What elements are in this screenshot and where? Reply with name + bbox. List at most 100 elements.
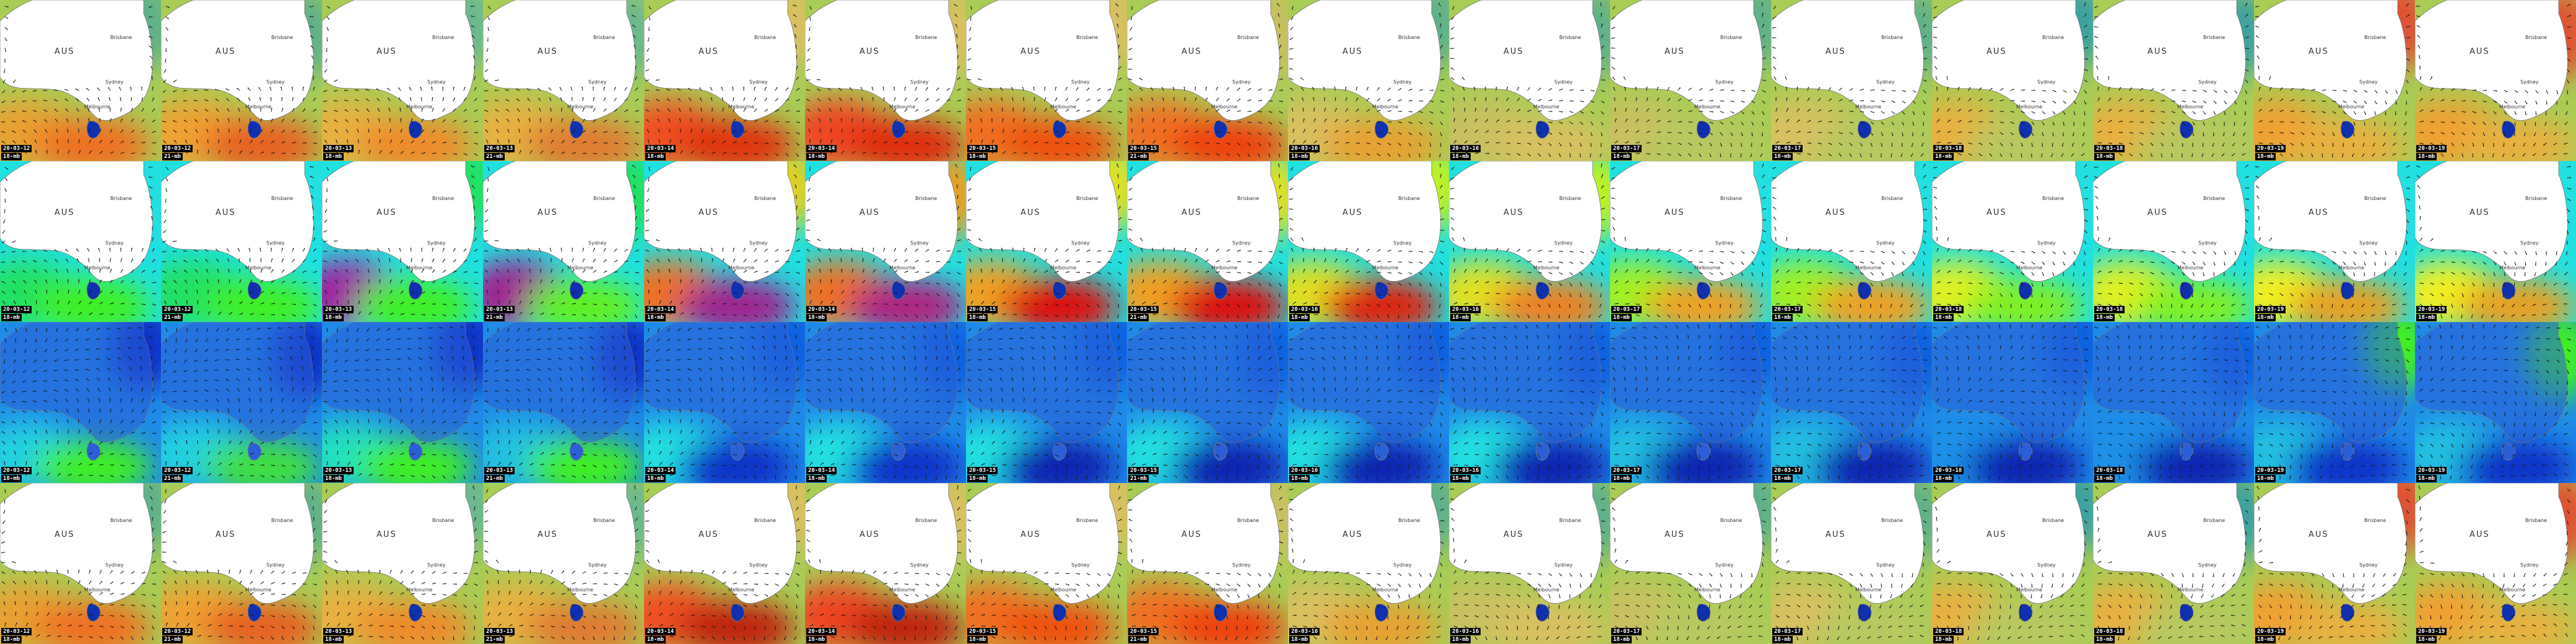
frame-date-label: 20-03-14 <box>645 306 676 313</box>
map-canvas <box>1449 483 1610 644</box>
tasmania-landmass <box>2019 443 2033 461</box>
map-label-city-south: Melbourne <box>2499 265 2525 271</box>
frame-date-label: 20-03-17 <box>1611 306 1642 313</box>
map-label-country: AUS <box>2147 47 2168 56</box>
tasmania-landmass <box>1536 443 1550 461</box>
direction-arrows <box>1611 487 1766 640</box>
direction-arrows <box>1289 486 1444 640</box>
frame-date-label: 20-03-12 <box>1 467 32 474</box>
frame-date-label: 20-03-18 <box>1933 628 1964 635</box>
map-canvas <box>805 322 966 483</box>
tasmania-landmass <box>2502 443 2516 461</box>
frame-date-label: 20-03-16 <box>1289 628 1320 635</box>
map-label-country: AUS <box>698 530 719 539</box>
map-label-country: AUS <box>1342 530 1363 539</box>
direction-arrows <box>1450 2 1605 157</box>
map-canvas <box>644 322 805 483</box>
australia-landmass <box>644 322 798 443</box>
map-label-country: AUS <box>215 208 236 217</box>
map-label-country: AUS <box>1825 530 1846 539</box>
map-label-city-north: Brisbane <box>1237 196 1259 201</box>
direction-arrows <box>323 165 478 318</box>
tasmania-landmass <box>1858 282 1872 300</box>
direction-arrows <box>162 326 317 479</box>
map-label-city-east: Sydney <box>2037 240 2056 246</box>
map-label-city-north: Brisbane <box>1720 196 1742 201</box>
direction-arrows <box>1933 324 2088 479</box>
map-label-country: AUS <box>1020 530 1041 539</box>
map-canvas <box>1932 0 2093 161</box>
frame-date-label: 20-03-14 <box>645 467 676 474</box>
direction-arrows <box>645 485 800 640</box>
frame-time-label: 18-mb <box>967 153 988 160</box>
map-canvas <box>1449 0 1610 161</box>
map-tile-swell-height: AUS Brisbane Sydney Melbourne 20-03-14 18-mb <box>644 483 805 644</box>
map-label-city-north: Brisbane <box>1237 518 1259 523</box>
frame-time-label: 18-mb <box>1772 314 1793 321</box>
map-tile-wave-period: AUS Brisbane Sydney Melbourne 20-03-16 18-mb <box>1288 161 1449 322</box>
tasmania-landmass <box>1697 121 1711 139</box>
map-canvas <box>1771 161 1932 322</box>
map-tile-swell-height: AUS Brisbane Sydney Melbourne 20-03-15 21-mb <box>1127 483 1288 644</box>
map-tile-wind-speed: 20-03-17 18-mb <box>1610 322 1771 483</box>
direction-arrows <box>1128 324 1283 479</box>
australia-landmass <box>1127 0 1280 121</box>
map-tile-swell-height: AUS Brisbane Sydney Melbourne 20-03-12 21-mb <box>161 483 322 644</box>
map-canvas <box>966 161 1127 322</box>
frame-date-label: 20-03-15 <box>1128 306 1159 313</box>
direction-arrows <box>806 164 961 318</box>
direction-arrows <box>1611 2 1766 157</box>
frame-time-label: 18-mb <box>1 314 22 321</box>
australia-landmass <box>161 322 315 443</box>
map-canvas <box>805 0 966 161</box>
direction-arrows <box>2416 165 2571 318</box>
map-canvas <box>1288 483 1449 644</box>
map-label-city-east: Sydney <box>2520 562 2539 568</box>
map-label-city-north: Brisbane <box>271 518 293 523</box>
map-label-country: AUS <box>1342 208 1363 217</box>
map-label-city-south: Melbourne <box>2338 104 2364 110</box>
australia-landmass <box>2254 0 2407 121</box>
map-label-city-south: Melbourne <box>2338 265 2364 271</box>
tasmania-landmass <box>1697 604 1711 622</box>
frame-date-label: 20-03-15 <box>967 145 998 152</box>
map-tile-wind-speed: 20-03-12 21-mb <box>161 322 322 483</box>
map-canvas <box>1288 0 1449 161</box>
map-tile-wind-speed: 20-03-18 18-mb <box>1932 322 2093 483</box>
map-label-city-east: Sydney <box>1876 562 1895 568</box>
map-label-city-east: Sydney <box>910 562 929 568</box>
map-tile-wave-period: AUS Brisbane Sydney Melbourne 20-03-17 18-mb <box>1771 161 1932 322</box>
map-label-city-east: Sydney <box>1554 240 1573 246</box>
direction-arrows <box>1933 487 2088 640</box>
frame-time-label: 21-mb <box>1128 314 1149 321</box>
frame-date-label: 20-03-12 <box>162 306 193 313</box>
map-label-city-north: Brisbane <box>1076 35 1098 40</box>
frame-time-label: 18-mb <box>1611 153 1632 160</box>
map-label-city-south: Melbourne <box>1694 587 1720 593</box>
direction-arrows <box>1772 2 1927 157</box>
frame-time-label: 18-mb <box>1450 475 1471 482</box>
map-label-city-north: Brisbane <box>2364 35 2386 40</box>
map-label-country: AUS <box>859 530 880 539</box>
map-label-city-north: Brisbane <box>1720 518 1742 523</box>
map-tile-wave-height: AUS Brisbane Sydney Melbourne 20-03-16 18-mb <box>1288 0 1449 161</box>
frame-time-label: 18-mb <box>1450 636 1471 643</box>
map-label-country: AUS <box>54 530 75 539</box>
frame-time-label: 21-mb <box>1128 636 1149 643</box>
direction-arrows <box>645 164 800 318</box>
map-tile-wave-height: AUS Brisbane Sydney Melbourne 20-03-15 21-mb <box>1127 0 1288 161</box>
map-label-city-east: Sydney <box>588 79 607 85</box>
map-canvas <box>1449 161 1610 322</box>
frame-date-label: 20-03-19 <box>2416 628 2447 635</box>
map-label-city-south: Melbourne <box>2177 587 2203 593</box>
tasmania-landmass <box>1214 121 1228 139</box>
map-label-country: AUS <box>537 530 558 539</box>
map-label-country: AUS <box>1181 208 1202 217</box>
map-label-city-north: Brisbane <box>1881 196 1903 201</box>
frame-date-label: 20-03-18 <box>2094 145 2125 152</box>
map-label-country: AUS <box>1664 47 1685 56</box>
map-tile-wave-period: AUS Brisbane Sydney Melbourne 20-03-19 18-mb <box>2254 161 2415 322</box>
map-label-country: AUS <box>1664 530 1685 539</box>
map-label-city-south: Melbourne <box>567 587 593 593</box>
map-tile-wave-period: AUS Brisbane Sydney Melbourne 20-03-17 18-mb <box>1610 161 1771 322</box>
